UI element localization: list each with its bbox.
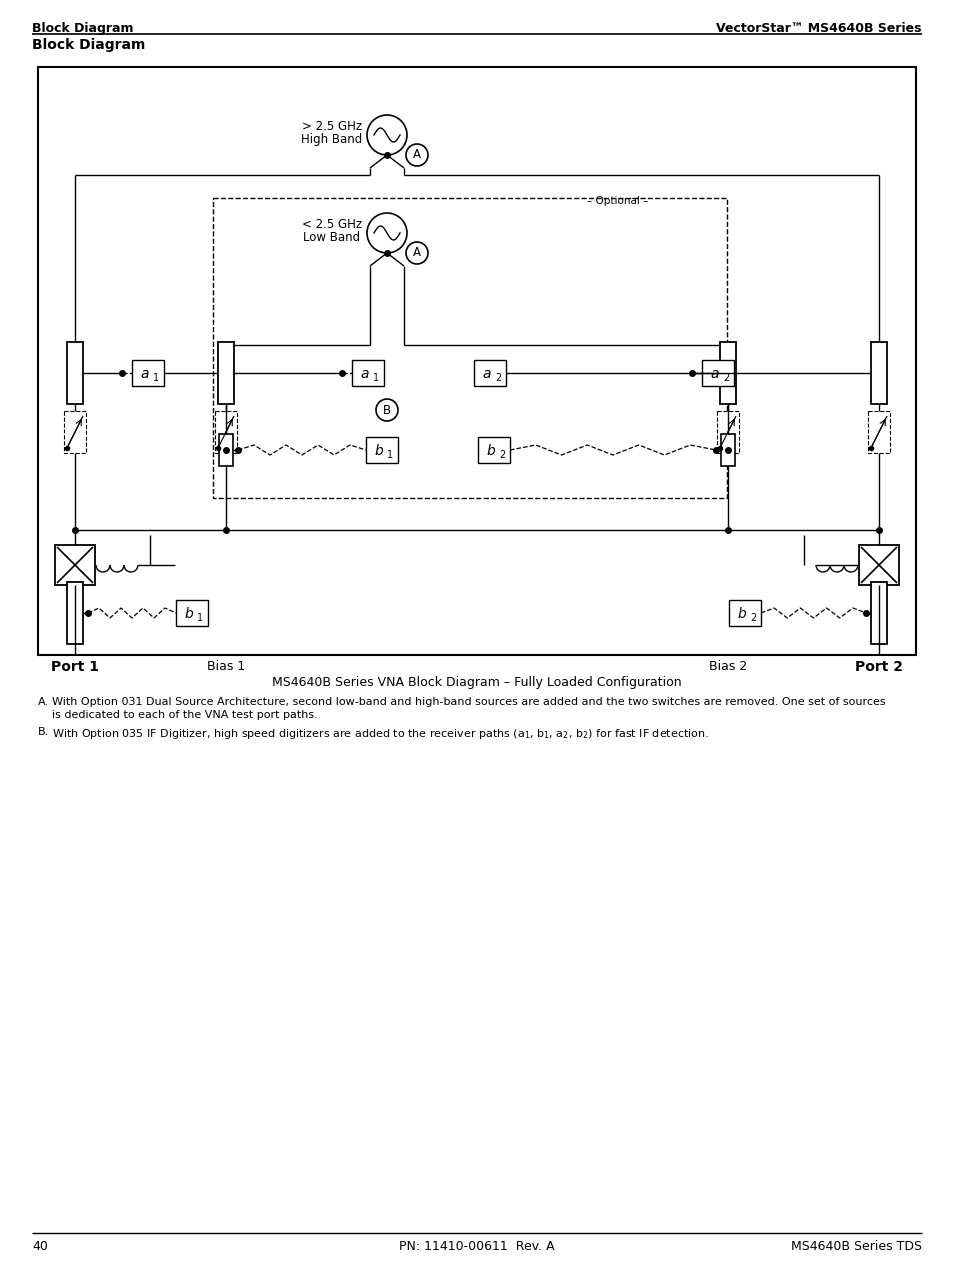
Text: A: A [413,148,420,161]
Text: A.: A. [38,697,49,707]
Bar [218,343,233,404]
Text: b: b [185,607,193,621]
Text: – Optional –: – Optional – [586,195,647,206]
Text: PN: 11410-00611  Rev. A: PN: 11410-00611 Rev. A [398,1240,555,1253]
Bar [870,582,886,643]
Text: is dedicated to each of the VNA test port paths.: is dedicated to each of the VNA test por… [52,709,317,720]
Text: B: B [382,404,391,416]
Text: 40: 40 [32,1240,48,1253]
Text: Block Diagram: Block Diagram [32,22,133,36]
Text: b: b [486,444,495,458]
Text: < 2.5 GHz: < 2.5 GHz [301,218,362,231]
Text: B.: B. [38,727,50,737]
Text: b: b [375,444,383,458]
Bar [474,360,505,386]
Text: a: a [141,367,149,381]
Text: 1: 1 [373,373,378,383]
Bar [720,434,734,466]
Bar [132,360,164,386]
Text: 1: 1 [196,613,203,623]
Bar [858,544,898,585]
Bar [38,67,915,655]
Bar [867,411,889,453]
Bar [55,544,95,585]
Text: b: b [737,607,745,621]
Bar [366,437,397,463]
Bar [352,360,384,386]
Text: > 2.5 GHz: > 2.5 GHz [301,121,362,133]
Text: 2: 2 [498,450,504,459]
Circle shape [367,213,407,253]
Text: With Option 031 Dual Source Architecture, second low-band and high-band sources : With Option 031 Dual Source Architecture… [52,697,884,707]
Text: 2: 2 [722,373,728,383]
Bar [870,343,886,404]
Bar [701,360,733,386]
Bar [717,411,739,453]
Text: High Band: High Band [301,133,362,146]
Text: a: a [710,367,719,381]
Text: a: a [482,367,491,381]
Circle shape [367,115,407,155]
Text: Bias 2: Bias 2 [708,660,746,673]
Text: 1: 1 [387,450,393,459]
Text: Port 1: Port 1 [51,660,99,674]
Text: VectorStar™ MS4640B Series: VectorStar™ MS4640B Series [716,22,921,36]
Text: 2: 2 [495,373,500,383]
Circle shape [406,242,428,264]
Bar [214,411,236,453]
Text: a: a [360,367,369,381]
Bar [728,600,760,626]
Bar [67,343,83,404]
Bar [64,411,86,453]
Text: MS4640B Series TDS: MS4640B Series TDS [790,1240,921,1253]
Bar [219,434,233,466]
Bar [175,600,208,626]
Text: 2: 2 [749,613,756,623]
Text: MS4640B Series VNA Block Diagram – Fully Loaded Configuration: MS4640B Series VNA Block Diagram – Fully… [272,676,681,689]
Text: Bias 1: Bias 1 [207,660,245,673]
Bar [477,437,510,463]
Bar [67,582,83,643]
Text: With Option 035 IF Digitizer, high speed digitizers are added to the receiver pa: With Option 035 IF Digitizer, high speed… [52,727,708,741]
Text: Low Band: Low Band [303,231,360,244]
Text: Block Diagram: Block Diagram [32,38,145,52]
Circle shape [375,398,397,421]
Bar [720,343,735,404]
Text: A: A [413,246,420,259]
Bar [213,198,726,497]
Circle shape [406,143,428,166]
Text: Port 2: Port 2 [854,660,902,674]
Text: 1: 1 [152,373,159,383]
